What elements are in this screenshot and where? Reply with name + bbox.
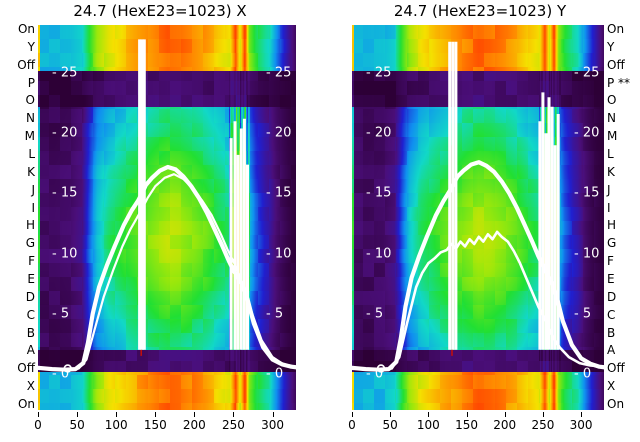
category-label: G xyxy=(25,236,35,251)
x-tick-mark xyxy=(194,412,196,417)
heatmap-canvas-x xyxy=(38,25,296,410)
x-tick-label: 0 xyxy=(348,418,356,432)
x-tick-label: 250 xyxy=(531,418,555,432)
category-label: Off xyxy=(607,57,625,72)
x-tick-label: 0 xyxy=(34,418,42,432)
origin-marker-Y xyxy=(376,364,386,373)
category-label: N xyxy=(607,111,616,126)
x-tick-mark xyxy=(428,412,430,417)
x-tick-label: 150 xyxy=(143,418,167,432)
x-tick-mark xyxy=(77,412,79,417)
category-label: F xyxy=(28,254,35,269)
category-label: P ** xyxy=(607,75,631,90)
category-label: M xyxy=(24,129,35,144)
panel-y: 24.7 (HexE23=1023) Y - 0- 5- 10- 15- 20-… xyxy=(320,0,640,440)
x-tick-label: 100 xyxy=(104,418,128,432)
category-label: Off xyxy=(17,57,35,72)
category-label: E xyxy=(27,272,35,286)
category-label: On xyxy=(17,397,35,411)
category-label: B xyxy=(26,325,35,340)
category-label: Off xyxy=(607,361,625,376)
x-tick-mark xyxy=(155,412,157,417)
trace-secondary-X xyxy=(38,173,296,371)
category-label: O xyxy=(607,93,617,108)
category-label: D xyxy=(607,289,617,304)
x-tick-label: 50 xyxy=(69,418,85,432)
trace-secondary-Y xyxy=(352,230,604,371)
x-tick-mark xyxy=(542,412,544,417)
panel-y-title: 24.7 (HexE23=1023) Y xyxy=(393,2,567,20)
x-tick-label: 200 xyxy=(493,418,517,432)
category-label: I xyxy=(31,200,35,215)
category-label: C xyxy=(26,307,35,322)
category-label: F xyxy=(607,254,614,269)
x-axis-x-panel: 0 50 100 150 200 250 300 xyxy=(34,412,296,442)
heatmap-canvas-y xyxy=(352,25,604,410)
x-tick-mark xyxy=(466,412,468,417)
category-label: G xyxy=(607,236,617,251)
category-label: C xyxy=(607,307,616,322)
category-label: O xyxy=(25,93,35,108)
trace-primary-Y xyxy=(352,160,604,372)
panel-x-title: 24.7 (HexE23=1023) X xyxy=(73,2,247,20)
x-tick-label: 300 xyxy=(569,418,593,432)
curve-overlay-y xyxy=(352,41,604,373)
x-tick-mark xyxy=(116,412,118,417)
x-tick-mark xyxy=(390,412,392,417)
trace-primary-X xyxy=(38,164,296,372)
x-tick-mark xyxy=(581,412,583,417)
curve-overlay-x xyxy=(38,39,296,373)
origin-marker-X xyxy=(63,364,72,373)
category-label: P xyxy=(27,75,35,90)
category-label: L xyxy=(28,147,35,161)
category-label: B xyxy=(607,325,616,340)
x-tick-label: 200 xyxy=(182,418,206,432)
x-tick-label: 100 xyxy=(416,418,440,432)
x-tick-mark xyxy=(38,412,39,417)
category-label: M xyxy=(607,129,618,144)
category-label: J xyxy=(607,182,611,197)
panel-x: 24.7 (HexE23=1023) X Dipole OnYOffPONMLK… xyxy=(0,0,320,440)
category-label: H xyxy=(607,218,617,233)
x-tick-mark xyxy=(233,412,235,417)
category-label: On xyxy=(607,397,625,411)
right-category-axis: On Y Off P ** O N M L K J I H G F E D C B A Off X On xyxy=(604,0,640,440)
category-label: H xyxy=(25,218,35,233)
category-label: A xyxy=(26,343,35,358)
category-label: I xyxy=(607,200,611,215)
category-label: X xyxy=(607,379,616,394)
heatmap-plot-x[interactable]: - 0- 5- 10- 15- 20- 25- 0- 5- 10- 15- 20… xyxy=(38,25,296,410)
x-tick-label: 250 xyxy=(222,418,245,432)
heatmap-plot-y[interactable]: - 0- 5- 10- 15- 20- 25- 0- 5- 10- 15- 20… xyxy=(352,25,604,410)
category-label: E xyxy=(607,272,615,286)
category-label: D xyxy=(25,289,35,304)
category-label: N xyxy=(26,111,35,126)
x-tick-mark xyxy=(272,412,274,417)
category-label: J xyxy=(31,182,35,197)
category-label: Off xyxy=(17,361,35,376)
category-label: Y xyxy=(607,39,615,54)
x-tick-label: 50 xyxy=(382,418,398,432)
x-axis-y-panel: 0 50 100 150 200 250 300 xyxy=(348,412,604,442)
category-label: On xyxy=(607,22,625,36)
category-label: A xyxy=(607,343,616,358)
x-tick-label: 300 xyxy=(261,418,284,432)
category-label: K xyxy=(27,164,35,179)
x-tick-label: 150 xyxy=(455,418,478,432)
category-label: K xyxy=(607,164,615,179)
category-label: X xyxy=(26,379,35,394)
category-label: Y xyxy=(27,39,35,54)
category-label: On xyxy=(17,22,35,36)
x-tick-mark xyxy=(504,412,506,417)
x-tick-mark xyxy=(352,412,353,417)
category-label: L xyxy=(607,147,614,161)
